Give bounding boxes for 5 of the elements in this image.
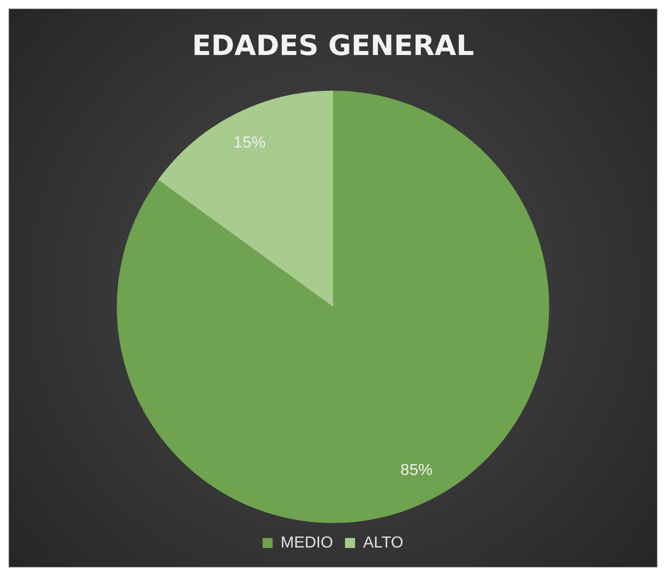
data-label: 85% (400, 462, 432, 479)
data-label: 15% (234, 134, 266, 152)
legend-label: ALTO (363, 534, 404, 552)
chart-title: EDADES GENERAL (192, 29, 474, 62)
legend-label: MEDIO (280, 534, 334, 552)
